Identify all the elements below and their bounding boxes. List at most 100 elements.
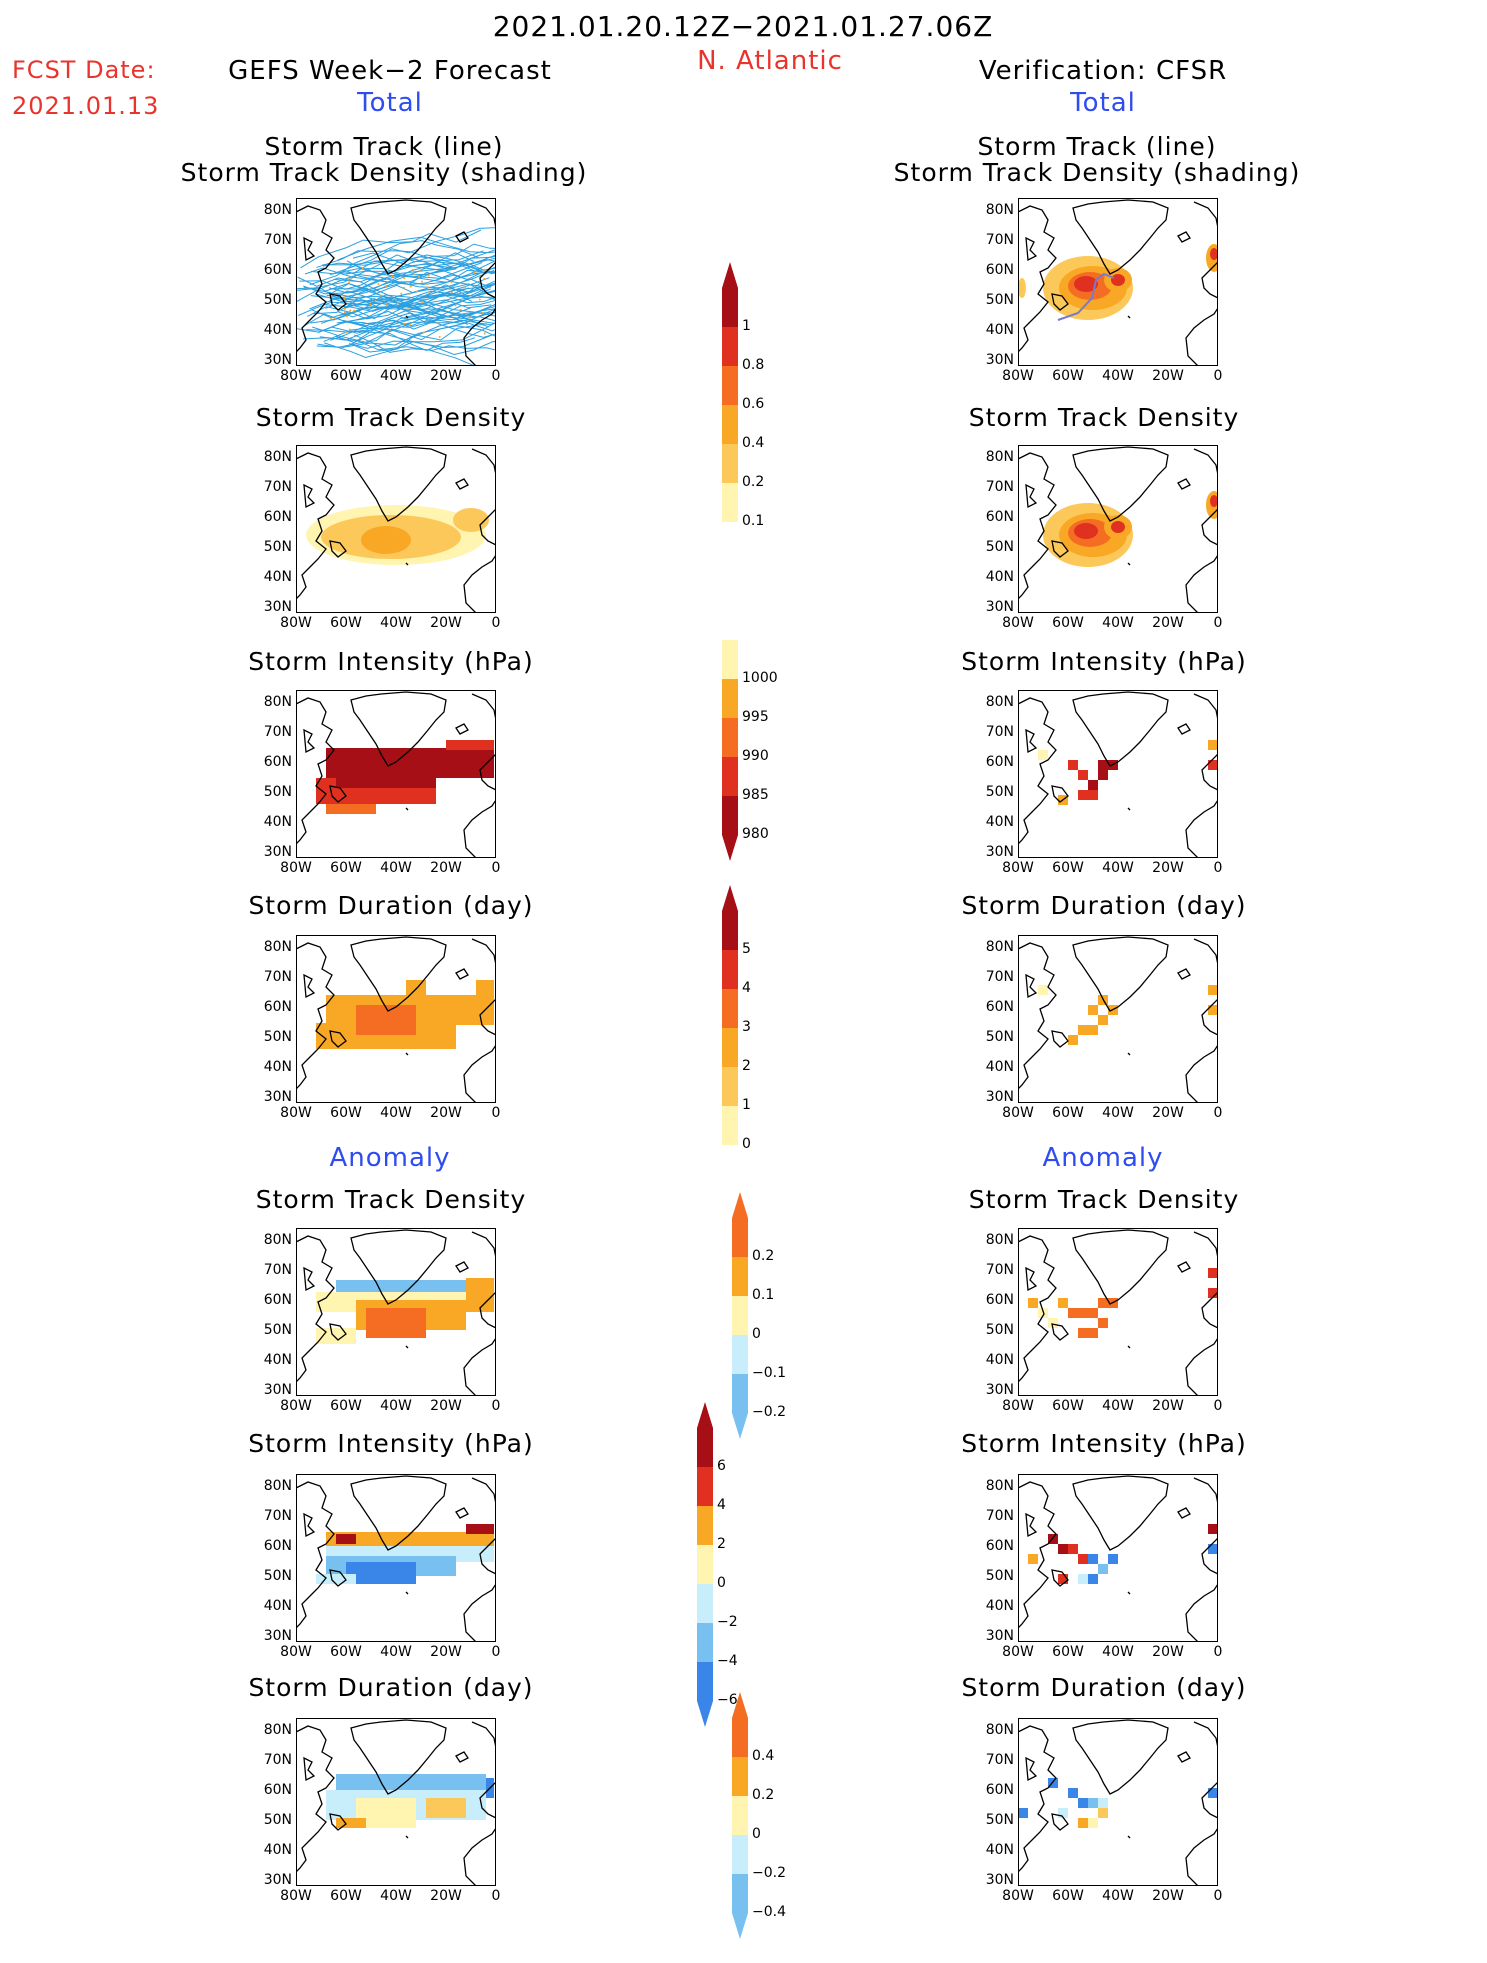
lon-tick-label: 40W: [380, 1644, 412, 1660]
lat-tick-label: 50N: [263, 784, 292, 800]
lon-tick-label: 0: [1213, 615, 1223, 631]
lat-tick-label: 50N: [263, 1568, 292, 1584]
lon-tick-label: 0: [1213, 1888, 1223, 1904]
lon-tick-label: 60W: [1052, 1105, 1084, 1121]
colorbar-tick-label: 995: [742, 709, 769, 725]
panel-title-track-density-shading-right: Storm Track Density (shading): [893, 158, 1301, 187]
lat-tick-label: 30N: [263, 1872, 292, 1888]
lon-tick-label: 40W: [1102, 1888, 1134, 1904]
lon-tick-label: 80W: [1002, 1644, 1034, 1660]
lon-tick-label: 80W: [1002, 1888, 1034, 1904]
panel-title-density-right: Storm Track Density: [968, 403, 1240, 432]
lat-tick-label: 80N: [263, 939, 292, 955]
lat-tick-label: 40N: [985, 1059, 1014, 1075]
colorbar-tick-label: 5: [742, 941, 751, 957]
lat-tick-label: 50N: [985, 539, 1014, 555]
lon-tick-label: 20W: [430, 860, 462, 876]
lat-tick-label: 50N: [263, 1812, 292, 1828]
lon-tick-label: 60W: [1052, 1398, 1084, 1414]
lat-tick-label: 30N: [263, 599, 292, 615]
lon-tick-label: 40W: [380, 615, 412, 631]
lat-tick-label: 50N: [263, 1322, 292, 1338]
map-duration-verification: [1017, 935, 1219, 1104]
lon-tick-label: 40W: [1102, 1398, 1134, 1414]
colorbar-tick-label: −2: [717, 1614, 738, 1630]
lat-tick-label: 60N: [985, 509, 1014, 525]
lat-tick-label: 70N: [985, 1508, 1014, 1524]
lon-tick-label: 60W: [330, 1398, 362, 1414]
panel-title-density-anom-right: Storm Track Density: [968, 1185, 1240, 1214]
lon-tick-label: 80W: [280, 368, 312, 384]
lat-tick-label: 70N: [985, 232, 1014, 248]
colorbar-duration-anom: 0.4 0.2 0 −0.2 −0.4: [732, 1692, 808, 1963]
panel-title-duration-anom-right: Storm Duration (day): [961, 1673, 1247, 1702]
panel-title-density-left: Storm Track Density: [255, 403, 527, 432]
lat-tick-label: 30N: [985, 599, 1014, 615]
lat-tick-label: 40N: [985, 1352, 1014, 1368]
lon-tick-label: 0: [491, 368, 501, 384]
left-anomaly-label: Anomaly: [329, 1143, 451, 1173]
lon-tick-label: 60W: [330, 368, 362, 384]
lat-tick-label: 40N: [263, 569, 292, 585]
lon-tick-label: 80W: [280, 860, 312, 876]
map-density-forecast: [295, 445, 497, 614]
lon-tick-label: 40W: [380, 368, 412, 384]
panel-title-duration-left: Storm Duration (day): [248, 891, 534, 920]
lat-tick-label: 70N: [263, 1752, 292, 1768]
lon-tick-label: 0: [1213, 1105, 1223, 1121]
lat-tick-label: 80N: [985, 1232, 1014, 1248]
lat-tick-label: 60N: [985, 1292, 1014, 1308]
lat-tick-label: 30N: [263, 1628, 292, 1644]
lat-tick-label: 30N: [263, 352, 292, 368]
colorbar-tick-label: 1000: [742, 670, 778, 686]
map-intensity-forecast: [295, 690, 497, 859]
lat-tick-label: 50N: [263, 1029, 292, 1045]
map-track-lines-verification: [1017, 198, 1222, 367]
lon-tick-label: 60W: [330, 615, 362, 631]
panel-title-track-density-shading-left: Storm Track Density (shading): [180, 158, 588, 187]
lat-tick-label: 70N: [985, 724, 1014, 740]
colorbar-tick-label: 0: [717, 1575, 726, 1591]
lat-tick-label: 70N: [263, 969, 292, 985]
lat-tick-label: 40N: [985, 322, 1014, 338]
panel-title-track-line-left: Storm Track (line): [264, 132, 504, 161]
lat-tick-label: 80N: [985, 1722, 1014, 1738]
colorbar-duration-total: 5 4 3 2 1 0: [722, 885, 798, 1169]
lon-tick-label: 20W: [1152, 1888, 1184, 1904]
map-duration-anomaly-verification: [1017, 1718, 1219, 1887]
lat-tick-label: 50N: [263, 539, 292, 555]
lon-tick-label: 60W: [330, 1105, 362, 1121]
lon-tick-label: 20W: [1152, 1105, 1184, 1121]
lat-tick-label: 30N: [263, 1089, 292, 1105]
colorbar-tick-label: 4: [742, 980, 751, 996]
lat-tick-label: 70N: [985, 1262, 1014, 1278]
lat-tick-label: 60N: [263, 1782, 292, 1798]
lat-tick-label: 60N: [985, 1538, 1014, 1554]
map-track-lines-forecast: [295, 198, 549, 375]
lon-tick-label: 60W: [1052, 368, 1084, 384]
lat-tick-label: 70N: [263, 479, 292, 495]
lat-tick-label: 70N: [985, 479, 1014, 495]
map-density-anomaly-verification: [1017, 1228, 1219, 1397]
lon-tick-label: 20W: [430, 1105, 462, 1121]
colorbar-tick-label: 6: [717, 1458, 726, 1474]
map-intensity-anomaly-verification: [1017, 1474, 1219, 1643]
colorbar-tick-label: 0.4: [742, 435, 765, 451]
lon-tick-label: 80W: [280, 615, 312, 631]
lon-tick-label: 80W: [1002, 615, 1034, 631]
panel-title-duration-right: Storm Duration (day): [961, 891, 1247, 920]
left-column-title: GEFS Week−2 Forecast: [228, 56, 552, 86]
colorbar-tick-label: 990: [742, 748, 769, 764]
colorbar-tick-label: −4: [717, 1653, 738, 1669]
date-range: 2021.01.20.12Z−2021.01.27.06Z: [492, 10, 994, 43]
lon-tick-label: 20W: [1152, 1398, 1184, 1414]
panel-title-density-anom-left: Storm Track Density: [255, 1185, 527, 1214]
lat-tick-label: 40N: [263, 814, 292, 830]
lat-tick-label: 60N: [263, 1292, 292, 1308]
colorbar-tick-label: 985: [742, 787, 769, 803]
map-duration-anomaly-forecast: [295, 1718, 497, 1887]
panel-title-intensity-right: Storm Intensity (hPa): [961, 647, 1247, 676]
colorbar-tick-label: 0: [752, 1826, 761, 1842]
colorbar-tick-label: −0.2: [752, 1404, 786, 1420]
lat-tick-label: 60N: [263, 1538, 292, 1554]
